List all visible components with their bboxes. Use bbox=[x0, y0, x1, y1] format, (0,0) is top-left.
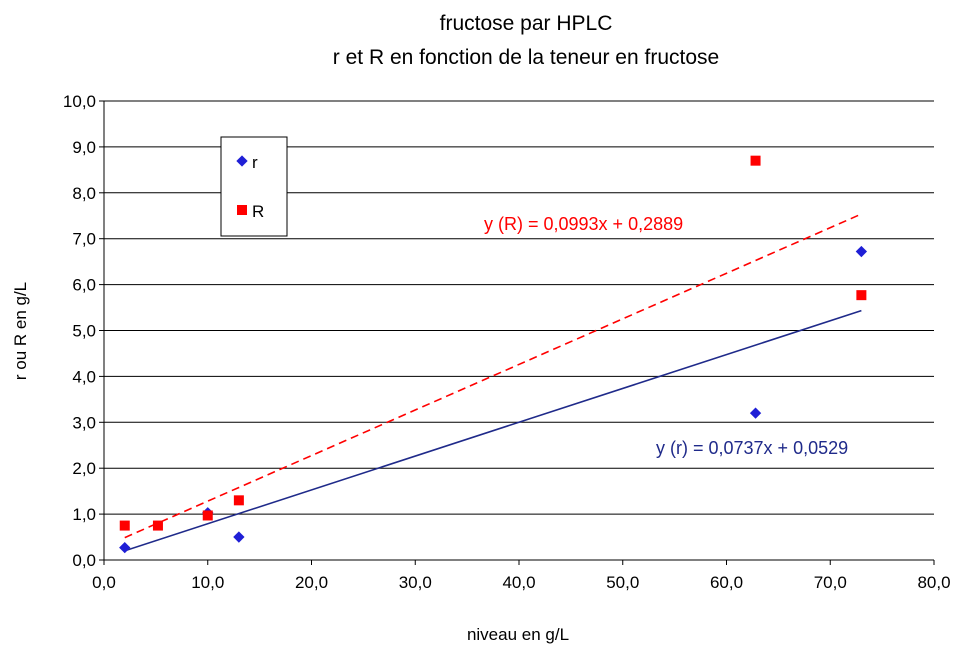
y-tick-label: 6,0 bbox=[72, 276, 96, 295]
y-tick-label: 10,0 bbox=[63, 92, 96, 111]
point-R bbox=[233, 495, 244, 506]
y-tick-labels: 0,0 1,0 2,0 3,0 4,0 5,0 6,0 7,0 8,0 9,0 10,0 bbox=[63, 92, 96, 570]
point-r bbox=[749, 407, 762, 419]
x-tick-label: 60,0 bbox=[710, 573, 743, 592]
x-tick-label: 20,0 bbox=[295, 573, 328, 592]
x-tick-label: 40,0 bbox=[502, 573, 535, 592]
legend-label-r: r bbox=[252, 153, 258, 172]
y-tick-label: 5,0 bbox=[72, 322, 96, 341]
trendline-equation-r: y (r) = 0,0737x + 0,0529 bbox=[656, 438, 848, 458]
point-r bbox=[119, 541, 131, 554]
chart-subtitle: r et R en fonction de la teneur en fruct… bbox=[333, 46, 719, 69]
trendline-equation-R: y (R) = 0,0993x + 0,2889 bbox=[484, 214, 683, 234]
point-R bbox=[856, 290, 867, 301]
point-R bbox=[152, 520, 163, 531]
x-tick-label: 80,0 bbox=[917, 573, 950, 592]
x-tick-label: 70,0 bbox=[814, 573, 847, 592]
chart-title: fructose par HPLC bbox=[440, 12, 613, 35]
point-r bbox=[855, 245, 868, 258]
point-R bbox=[119, 520, 130, 531]
legend-box bbox=[220, 136, 288, 237]
y-tick-label: 8,0 bbox=[72, 184, 96, 203]
point-R bbox=[202, 510, 213, 521]
y-tick-label: 3,0 bbox=[72, 413, 96, 432]
y-tick-label: 1,0 bbox=[72, 505, 96, 524]
x-tick-label: 50,0 bbox=[606, 573, 639, 592]
x-axis-label: niveau en g/L bbox=[467, 625, 569, 644]
trendline-r bbox=[124, 309, 862, 552]
x-tick-label: 30,0 bbox=[399, 573, 432, 592]
data-points bbox=[119, 155, 868, 554]
point-r bbox=[233, 531, 245, 543]
x-tick-labels: 0,0 10,0 20,0 30,0 40,0 50,0 60,0 70,0 80,0 bbox=[92, 573, 950, 592]
axes bbox=[99, 100, 935, 565]
trendline-R bbox=[124, 213, 862, 539]
y-tick-label: 4,0 bbox=[72, 367, 96, 386]
point-R bbox=[750, 155, 761, 166]
legend-marker-r bbox=[236, 155, 248, 167]
legend-marker-R bbox=[237, 205, 247, 215]
gridlines bbox=[104, 100, 934, 515]
y-tick-label: 9,0 bbox=[72, 138, 96, 157]
y-tick-label: 0,0 bbox=[72, 551, 96, 570]
x-tick-label: 10,0 bbox=[191, 573, 224, 592]
y-axis-label: r ou R en g/L bbox=[11, 282, 30, 380]
legend-label-R: R bbox=[252, 202, 264, 221]
y-tick-label: 2,0 bbox=[72, 459, 96, 478]
legend: r R bbox=[220, 136, 288, 237]
x-tick-label: 0,0 bbox=[92, 573, 116, 592]
trendlines bbox=[124, 213, 862, 552]
y-tick-label: 7,0 bbox=[72, 230, 96, 249]
